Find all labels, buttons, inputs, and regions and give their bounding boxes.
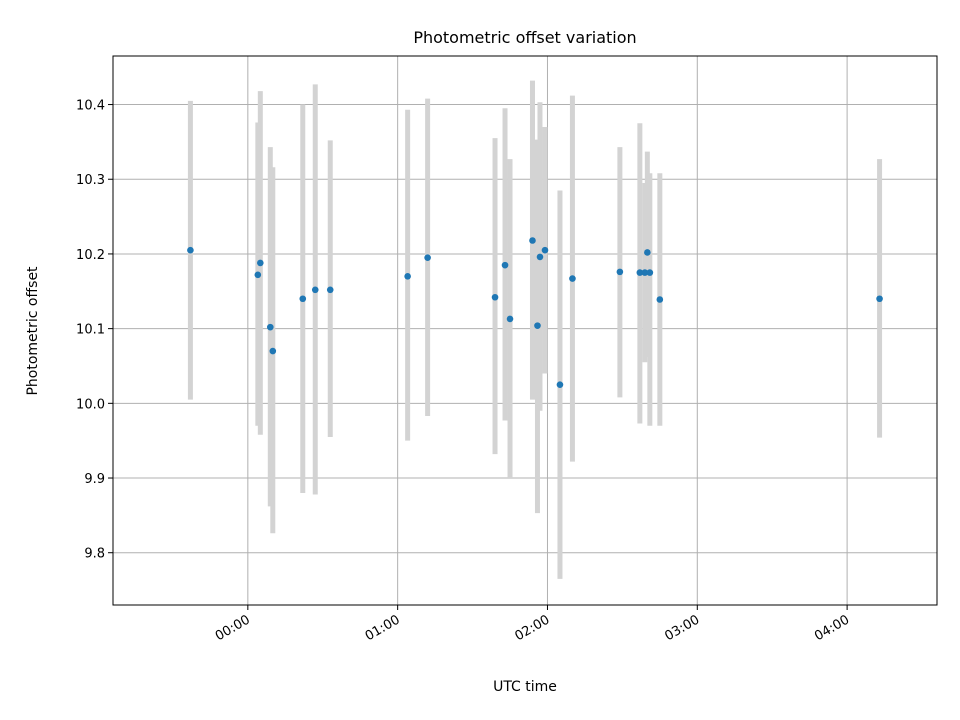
data-point [636, 269, 644, 276]
data-point [299, 295, 307, 303]
data-point [641, 269, 649, 276]
data-point [644, 249, 651, 256]
y-axis-label: Photometric offset [25, 266, 41, 396]
data-point [569, 275, 576, 282]
x-axis-label: UTC time [493, 679, 557, 695]
y-tick-label: 9.8 [84, 547, 105, 562]
y-tick-label: 10.2 [76, 248, 105, 263]
data-point [534, 322, 541, 329]
y-axis-ticks: 9.8 9.9 10.0 10.1 10.2 10.3 10.4 [76, 99, 113, 562]
data-point [556, 381, 564, 388]
data-point [529, 237, 536, 244]
data-point [187, 246, 194, 254]
data-point [646, 269, 654, 276]
data-point [254, 271, 262, 279]
y-tick-label: 10.1 [76, 323, 105, 338]
y-tick-label: 10.3 [76, 173, 105, 188]
y-tick-label: 10.4 [76, 99, 105, 114]
data-point [404, 273, 411, 280]
data-point [656, 296, 664, 303]
data-point [536, 253, 544, 261]
data-point [491, 293, 499, 301]
data-point [326, 286, 334, 294]
data-point [876, 295, 883, 303]
data-point [311, 286, 319, 294]
data-point [506, 315, 514, 323]
data-point [257, 259, 264, 267]
data-point [541, 246, 549, 254]
y-tick-label: 9.9 [84, 472, 105, 487]
data-point [267, 323, 274, 331]
data-point [501, 261, 509, 269]
chart-title: Photometric offset variation [413, 28, 636, 47]
data-point [616, 268, 624, 276]
y-tick-label: 10.0 [76, 397, 105, 412]
data-points [187, 237, 883, 388]
plot-frame [112, 55, 938, 606]
data-point [424, 254, 431, 261]
data-point [269, 347, 277, 355]
